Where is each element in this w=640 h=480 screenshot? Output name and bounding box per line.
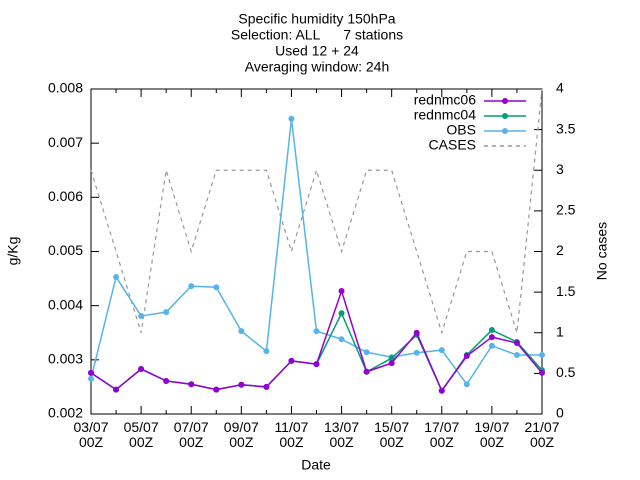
data-point: [163, 377, 170, 384]
x-tick-label: 09/07 00Z: [223, 420, 259, 450]
y2-tick-label: 1.5: [556, 283, 576, 299]
y-tick-label: 0.007: [48, 134, 83, 150]
x-tick-label-box: 03/07 00Z: [73, 420, 109, 450]
data-point: [488, 342, 495, 349]
x-tick-label-box: 11/07 00Z: [274, 420, 309, 450]
x-tick-label-box: 07/07 00Z: [173, 420, 209, 450]
data-point: [438, 387, 445, 394]
data-point: [388, 355, 395, 362]
y2-tick-label: 4: [556, 80, 564, 96]
y-tick-label: 0.005: [48, 242, 83, 258]
y-tick-label: 0.006: [48, 188, 83, 204]
legend-marker: [502, 128, 508, 134]
data-point: [238, 328, 245, 335]
data-point: [88, 369, 94, 376]
data-point: [213, 386, 220, 393]
series-line: [90, 288, 543, 393]
series-line: [90, 118, 542, 386]
legend-marker: [502, 98, 508, 104]
x-tick-label-box: 19/07 00Z: [474, 420, 510, 450]
x-tick-label-box: 09/07 00Z: [223, 420, 259, 450]
y2-tick-label: 3.5: [556, 120, 576, 136]
y-tick-label: 0.008: [48, 80, 83, 96]
x-tick-label: 15/07 00Z: [374, 420, 410, 450]
x-tick-label: 11/07 00Z: [274, 420, 309, 450]
chart-subtitle: Selection: ALL 7 stations: [231, 27, 403, 43]
x-tick-label: 05/07 00Z: [123, 420, 159, 450]
data-point: [213, 284, 220, 291]
data-point: [488, 334, 495, 341]
data-point: [413, 329, 420, 336]
x-tick-label-box: 13/07 00Z: [324, 420, 360, 450]
data-point: [113, 273, 120, 280]
x-tick-label-box: 15/07 00Z: [374, 420, 410, 450]
data-point: [188, 283, 195, 290]
data-point: [438, 347, 445, 354]
legend-label: rednmc04: [414, 107, 476, 123]
data-point: [488, 327, 495, 334]
data-point: [513, 351, 520, 358]
x-tick-label-box: 21/07 00Z: [524, 420, 560, 450]
data-point: [413, 349, 420, 356]
x-tick-label: 13/07 00Z: [324, 420, 360, 450]
data-point: [263, 348, 270, 355]
chart-title: Specific humidity 150hPa: [238, 11, 395, 27]
data-point: [238, 381, 245, 388]
legend-label: OBS: [446, 122, 476, 138]
data-point: [288, 115, 295, 122]
data-point: [188, 381, 195, 388]
y2-tick-label: 0: [556, 405, 564, 421]
chart-subtitle: Averaging window: 24h: [245, 59, 390, 75]
data-point: [163, 309, 170, 316]
y-tick-label: 0.004: [48, 296, 83, 312]
data-point: [463, 353, 470, 360]
y-tick-label: 0.002: [48, 405, 83, 421]
data-point: [363, 349, 370, 356]
data-point: [388, 360, 395, 367]
data-point: [313, 328, 320, 335]
data-point: [513, 340, 520, 347]
data-point: [338, 288, 345, 295]
y2-tick-label: 1: [556, 323, 564, 339]
x-tick-label: 21/07 00Z: [524, 420, 560, 450]
data-point: [138, 366, 145, 373]
y-tick-label: 0.003: [48, 351, 83, 367]
x-tick-label: 07/07 00Z: [173, 420, 209, 450]
y2-tick-label: 2.5: [556, 202, 576, 218]
data-point: [338, 310, 345, 317]
y2-axis-label: No cases: [594, 222, 610, 280]
data-point: [338, 336, 345, 343]
data-point: [263, 383, 270, 390]
data-point: [313, 361, 320, 368]
data-point: [539, 369, 545, 376]
data-point: [288, 357, 295, 364]
y-axis-label: g/Kg: [5, 237, 21, 266]
x-tick-label: 03/07 00Z: [73, 420, 109, 450]
data-point: [88, 375, 94, 382]
x-tick-label: 17/07 00Z: [424, 420, 460, 450]
chart-subtitle: Used 12 + 24: [275, 43, 359, 59]
y2-tick-label: 3: [556, 161, 564, 177]
x-axis-label: Date: [301, 457, 331, 473]
x-tick-label-box: 17/07 00Z: [424, 420, 460, 450]
x-tick-label: 19/07 00Z: [474, 420, 510, 450]
data-point: [539, 351, 545, 358]
legend-marker: [502, 113, 508, 119]
data-point: [363, 368, 370, 375]
legend-label: rednmc06: [414, 92, 476, 108]
data-point: [138, 312, 145, 319]
y2-tick-label: 0.5: [556, 364, 576, 380]
data-point: [113, 386, 120, 393]
x-tick-label-box: 05/07 00Z: [123, 420, 159, 450]
y2-tick-label: 2: [556, 242, 564, 258]
data-point: [463, 381, 470, 388]
legend-label: CASES: [429, 137, 476, 153]
